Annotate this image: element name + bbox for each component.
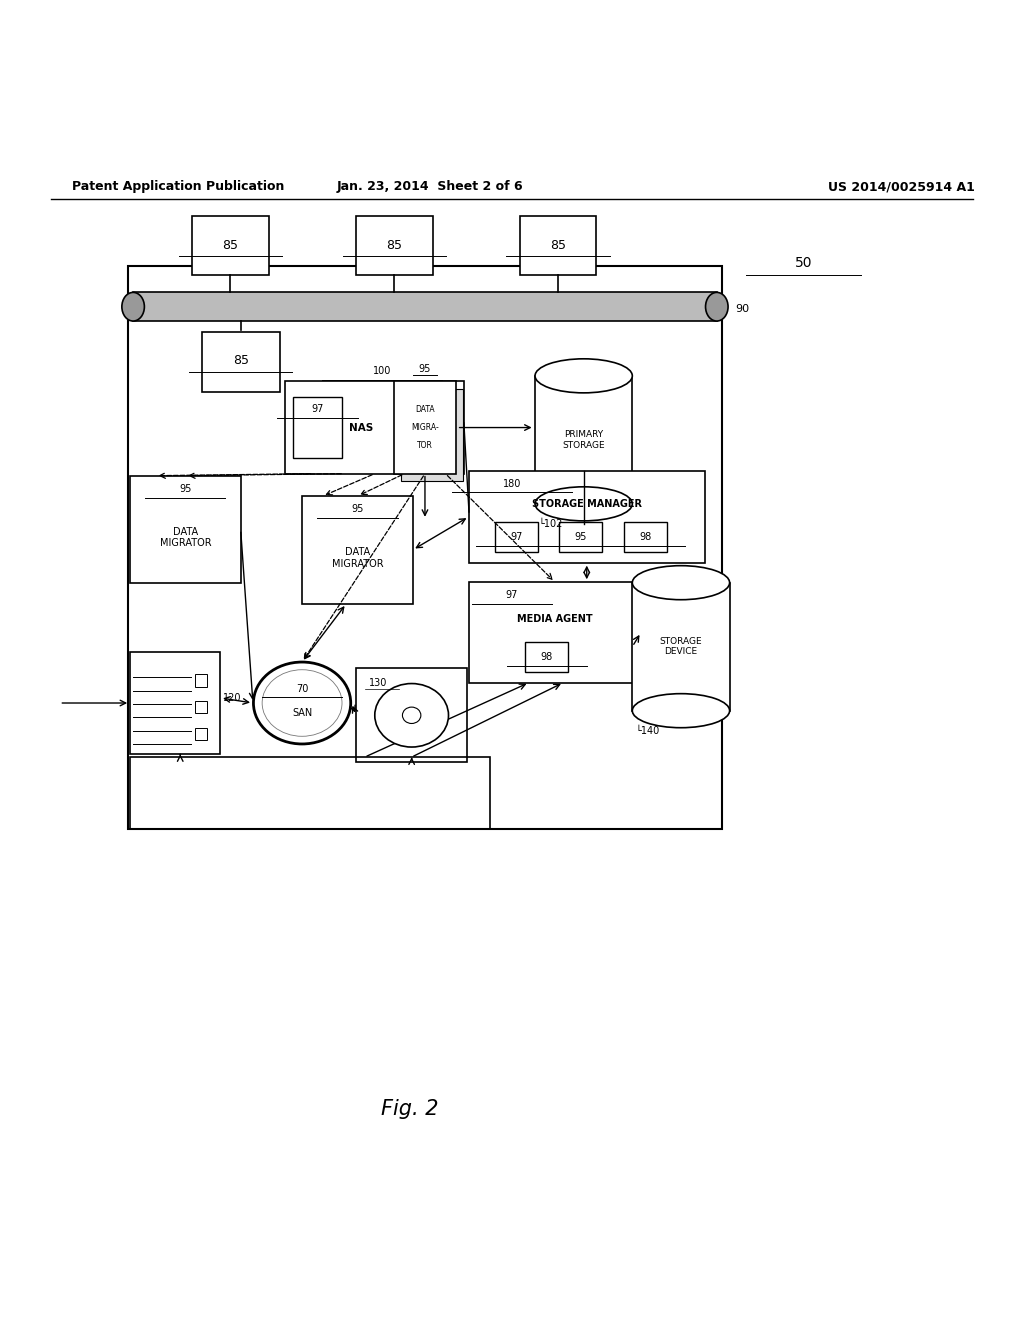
Text: └102: └102 bbox=[539, 519, 562, 529]
Text: PRIMARY
STORAGE: PRIMARY STORAGE bbox=[562, 430, 605, 450]
Bar bbox=[633, 582, 729, 710]
Text: Jan. 23, 2014  Sheet 2 of 6: Jan. 23, 2014 Sheet 2 of 6 bbox=[337, 181, 523, 194]
Text: MIGRA-: MIGRA- bbox=[411, 422, 439, 432]
Bar bbox=[293, 397, 342, 458]
Bar bbox=[624, 521, 667, 553]
Bar bbox=[285, 381, 464, 474]
Text: 120: 120 bbox=[223, 693, 242, 702]
Text: SAN: SAN bbox=[292, 709, 312, 718]
Bar bbox=[128, 265, 722, 829]
Text: STORAGE
DEVICE: STORAGE DEVICE bbox=[659, 638, 702, 656]
Bar bbox=[130, 652, 220, 754]
Text: 85: 85 bbox=[222, 239, 239, 252]
Text: 180: 180 bbox=[503, 479, 521, 488]
Bar bbox=[133, 293, 717, 321]
Text: MEDIA AGENT: MEDIA AGENT bbox=[517, 614, 593, 624]
Ellipse shape bbox=[633, 566, 729, 599]
Bar bbox=[130, 758, 490, 829]
Bar bbox=[469, 582, 641, 682]
Text: 85: 85 bbox=[232, 355, 249, 367]
Text: 97: 97 bbox=[311, 404, 324, 414]
Ellipse shape bbox=[535, 487, 632, 521]
Text: 90: 90 bbox=[735, 304, 750, 314]
Ellipse shape bbox=[122, 293, 144, 321]
Text: 95: 95 bbox=[574, 532, 587, 543]
Text: DATA
MIGRATOR: DATA MIGRATOR bbox=[160, 527, 211, 548]
Text: 95: 95 bbox=[179, 484, 191, 494]
Text: 97: 97 bbox=[510, 532, 522, 543]
Text: TOR: TOR bbox=[417, 441, 433, 450]
Bar bbox=[495, 521, 538, 553]
Bar bbox=[195, 675, 207, 686]
Ellipse shape bbox=[706, 293, 728, 321]
Bar bbox=[356, 668, 467, 763]
Bar bbox=[356, 215, 433, 275]
Bar bbox=[195, 727, 207, 741]
Bar bbox=[195, 701, 207, 713]
Text: Fig. 2: Fig. 2 bbox=[381, 1098, 438, 1118]
Bar bbox=[394, 381, 456, 474]
Ellipse shape bbox=[535, 359, 632, 393]
Text: 70: 70 bbox=[296, 684, 308, 694]
Text: 130: 130 bbox=[369, 677, 387, 688]
Text: 85: 85 bbox=[386, 239, 402, 252]
Text: 95: 95 bbox=[419, 364, 431, 374]
Bar bbox=[193, 215, 268, 275]
Bar bbox=[559, 521, 602, 553]
Ellipse shape bbox=[633, 694, 729, 727]
Text: Patent Application Publication: Patent Application Publication bbox=[72, 181, 284, 194]
Bar bbox=[535, 376, 632, 504]
Text: 98: 98 bbox=[639, 532, 651, 543]
Text: └140: └140 bbox=[635, 726, 659, 737]
Bar bbox=[401, 388, 463, 480]
Text: US 2014/0025914 A1: US 2014/0025914 A1 bbox=[827, 181, 975, 194]
Ellipse shape bbox=[402, 708, 421, 723]
Text: 98: 98 bbox=[541, 652, 553, 661]
Bar bbox=[130, 475, 241, 583]
Bar bbox=[525, 642, 568, 672]
Text: NAS: NAS bbox=[349, 422, 374, 433]
Ellipse shape bbox=[375, 684, 449, 747]
Text: 85: 85 bbox=[550, 239, 566, 252]
Text: DATA
MIGRATOR: DATA MIGRATOR bbox=[332, 548, 383, 569]
Bar bbox=[520, 215, 596, 275]
Bar bbox=[202, 333, 280, 392]
Bar bbox=[302, 496, 413, 603]
Text: 50: 50 bbox=[795, 256, 813, 269]
Ellipse shape bbox=[254, 663, 350, 744]
Bar bbox=[469, 470, 705, 562]
Text: 95: 95 bbox=[351, 504, 364, 515]
Text: DATA: DATA bbox=[415, 405, 435, 413]
Text: 100: 100 bbox=[373, 366, 391, 376]
Text: 97: 97 bbox=[506, 590, 518, 601]
Text: STORAGE MANAGER: STORAGE MANAGER bbox=[531, 499, 642, 510]
